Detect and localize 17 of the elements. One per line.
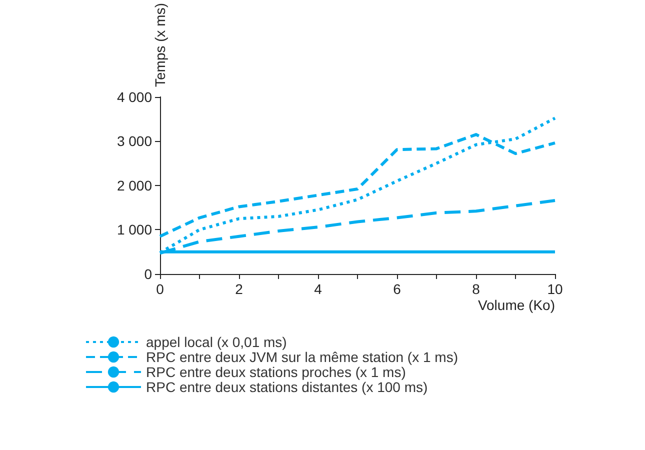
y-tick-label: 2 000 bbox=[116, 177, 152, 194]
x-axis-title: Volume (Ko) bbox=[478, 297, 555, 313]
x-tick-label: 0 bbox=[156, 281, 164, 297]
y-axis-title: Temps (x ms) bbox=[152, 3, 168, 87]
x-tick-label: 8 bbox=[472, 281, 480, 297]
x-tick-label: 10 bbox=[547, 281, 563, 297]
x-tick-label: 6 bbox=[393, 281, 402, 297]
legend-label: RPC entre deux stations distantes (x 100 ms) bbox=[146, 379, 428, 395]
y-tick-label: 0 bbox=[144, 266, 152, 282]
y-tick-label: 1 000 bbox=[116, 222, 152, 238]
x-tick-label: 2 bbox=[235, 281, 244, 297]
legend-label: appel local (x 0,01 ms) bbox=[146, 334, 287, 350]
y-tick-label: 3 000 bbox=[116, 133, 152, 150]
legend-label: RPC entre deux JVM sur la même station (x 1 ms) bbox=[146, 349, 458, 365]
y-tick-label: 4 000 bbox=[116, 88, 152, 105]
legend-label: RPC entre deux stations proches (x 1 ms) bbox=[146, 364, 406, 380]
x-tick-label: 4 bbox=[314, 281, 322, 297]
